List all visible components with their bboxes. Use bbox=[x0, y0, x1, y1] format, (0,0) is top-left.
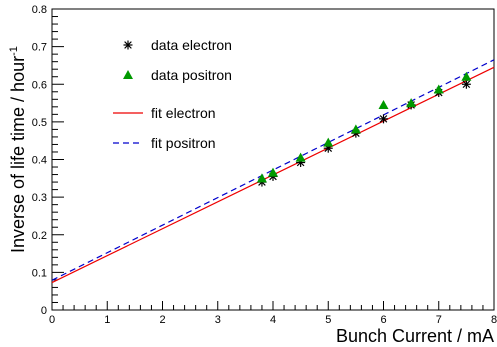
y-axis-title: Inverse of life time / hour-1 bbox=[8, 46, 28, 253]
electron-data-point bbox=[379, 114, 388, 124]
x-tick-label: 0 bbox=[49, 314, 55, 326]
legend-data-positron-label: data positron bbox=[151, 67, 232, 83]
y-tick-label: 0.3 bbox=[32, 192, 47, 204]
y-tick-label: 0.1 bbox=[32, 267, 47, 279]
legend-fit-positron-label: fit positron bbox=[151, 135, 216, 151]
positron-data-point bbox=[268, 167, 278, 177]
plot-area bbox=[51, 8, 495, 311]
positron-data-point bbox=[350, 124, 361, 134]
x-axis-title: Bunch Current / mA bbox=[336, 326, 494, 346]
fit-positron-line bbox=[51, 59, 495, 281]
positron-data-point bbox=[256, 173, 267, 183]
x-tick-label: 8 bbox=[491, 314, 497, 326]
legend-data-electron-symbol bbox=[123, 40, 133, 50]
y-tick-label: 0 bbox=[41, 305, 47, 317]
x-tick-label: 7 bbox=[436, 314, 442, 326]
electron-data-point bbox=[461, 79, 471, 89]
legend-data-electron-label: data electron bbox=[151, 37, 232, 53]
legend: data electron data positron fit electron fi… bbox=[113, 37, 232, 151]
positron-data-point bbox=[461, 71, 472, 81]
positron-data-point bbox=[378, 99, 389, 109]
positron-data-point bbox=[295, 152, 306, 162]
x-tick-label: 6 bbox=[380, 314, 386, 326]
y-tick-label: 0.5 bbox=[32, 117, 47, 129]
y-tick-label: 0.7 bbox=[32, 42, 47, 54]
x-tick-label: 4 bbox=[270, 314, 276, 326]
y-tick-label: 0.2 bbox=[32, 230, 47, 242]
x-tick-label: 2 bbox=[159, 314, 165, 326]
y-axis-title-superscript: -1 bbox=[8, 46, 20, 56]
legend-fit-electron-label: fit electron bbox=[151, 105, 216, 121]
x-tick-label: 1 bbox=[104, 314, 110, 326]
x-axis: 0 1 2 3 4 5 6 7 8 bbox=[49, 301, 497, 326]
y-tick-label: 0.8 bbox=[32, 4, 47, 16]
positron-data-point bbox=[406, 98, 417, 108]
positron-data-point bbox=[433, 84, 444, 94]
y-axis: 0 0.1 0.2 0.3 0.4 0.5 0.6 0.7 0.8 bbox=[32, 4, 64, 317]
x-tick-label: 5 bbox=[325, 314, 331, 326]
y-tick-label: 0.6 bbox=[32, 79, 47, 91]
legend-data-positron-symbol bbox=[123, 70, 133, 79]
x-tick-label: 3 bbox=[215, 314, 221, 326]
y-tick-label: 0.4 bbox=[32, 155, 47, 167]
plot-frame bbox=[51, 8, 495, 311]
data-markers bbox=[256, 71, 472, 187]
y-axis-title-main: Inverse of life time / hour bbox=[8, 56, 28, 253]
positron-data-point bbox=[323, 137, 334, 147]
